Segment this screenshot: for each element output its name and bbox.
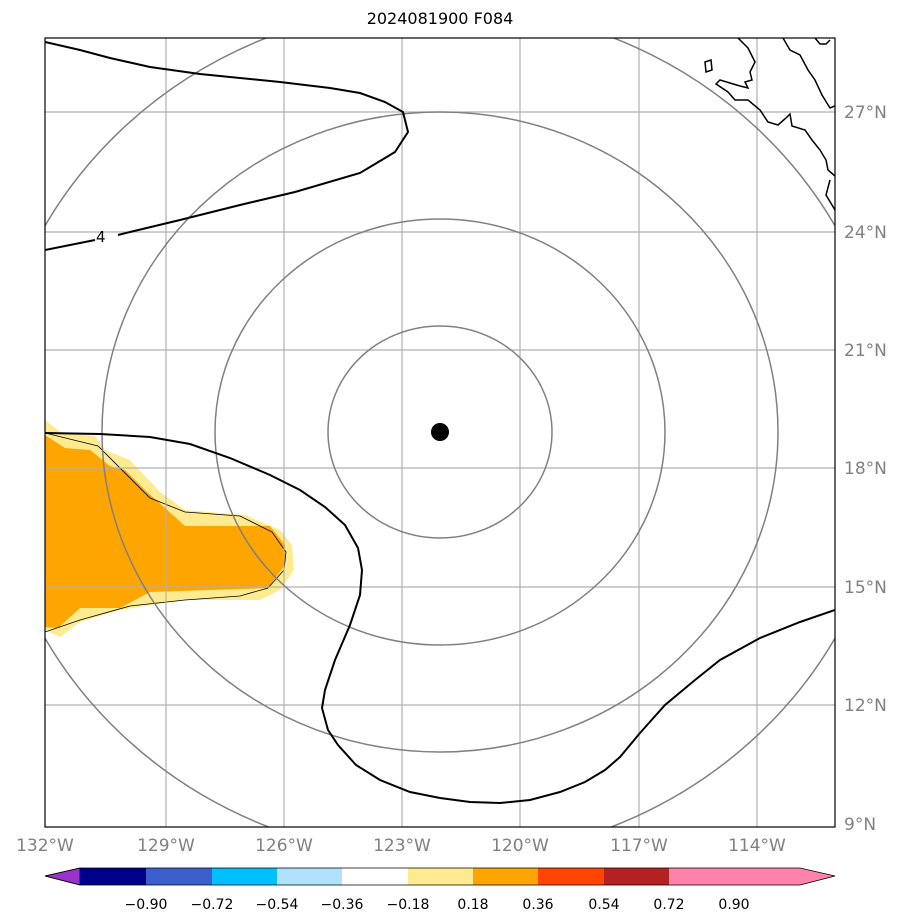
lat-tick-label: 21°N [844,341,887,361]
colorbar-label: 0.18 [457,897,488,913]
colorbar-bin [408,868,473,885]
colorbar-bin [146,868,212,885]
colorbar-extend-right [734,868,835,885]
colorbar-bin [212,868,277,885]
colorbar-label: −0.90 [125,897,168,913]
colorbar-label: 0.36 [522,897,553,913]
latitude-labels: 27°N 24°N 21°N 18°N 15°N 12°N 9°N [844,103,887,835]
lat-tick-label: 9°N [844,815,876,835]
colorbar-label: 0.72 [653,897,684,913]
colorbar-bin [538,868,604,885]
contour-south [45,432,835,805]
range-ring-3 [101,111,779,753]
lon-tick-label: 132°W [16,836,74,856]
colorbar-bin [604,868,669,885]
lat-tick-label: 24°N [844,223,887,243]
colorbar-bin [80,868,146,885]
contour-north [45,41,410,251]
colorbar-bin [669,868,734,885]
colorbar-label: −0.54 [256,897,299,913]
lat-tick-label: 12°N [844,696,887,716]
map-title: 2024081900 F084 [366,9,514,28]
lat-tick-label: 18°N [844,459,887,479]
lat-tick-label: 27°N [844,103,887,123]
lon-tick-label: 123°W [373,836,431,856]
colorbar-bin [277,868,342,885]
colorbar: −0.90 −0.72 −0.54 −0.36 −0.18 0.18 0.36 … [44,867,836,913]
storm-center-marker [431,423,449,441]
colorbar-bin [342,868,408,885]
coastline [704,38,835,211]
colorbar-label: 0.90 [718,897,749,913]
map-frame [44,37,836,828]
colorbar-label: −0.18 [387,897,430,913]
lon-tick-label: 117°W [610,836,668,856]
colorbar-extend-left [44,867,81,886]
range-ring-1 [327,325,553,539]
lat-tick-label: 15°N [844,578,887,598]
lon-tick-label: 120°W [491,836,549,856]
graticule [45,38,835,827]
lon-tick-label: 126°W [255,836,313,856]
range-rings [45,38,835,827]
colorbar-label: 0.54 [588,897,619,913]
lon-tick-label: 114°W [728,836,786,856]
map-area: 4 [45,38,835,827]
colorbar-bin [473,868,538,885]
contours [45,41,835,805]
range-ring-2 [214,218,666,646]
colorbar-outline [44,867,836,886]
longitude-labels: 132°W 129°W 126°W 123°W 120°W 117°W 114°… [16,836,786,856]
shaded-edge-contour [45,432,287,633]
colorbar-label: −0.72 [191,897,234,913]
colorbar-label: −0.36 [321,897,364,913]
contour-label: 4 [96,228,106,246]
lon-tick-label: 129°W [137,836,195,856]
shaded-band-orange [45,435,285,628]
